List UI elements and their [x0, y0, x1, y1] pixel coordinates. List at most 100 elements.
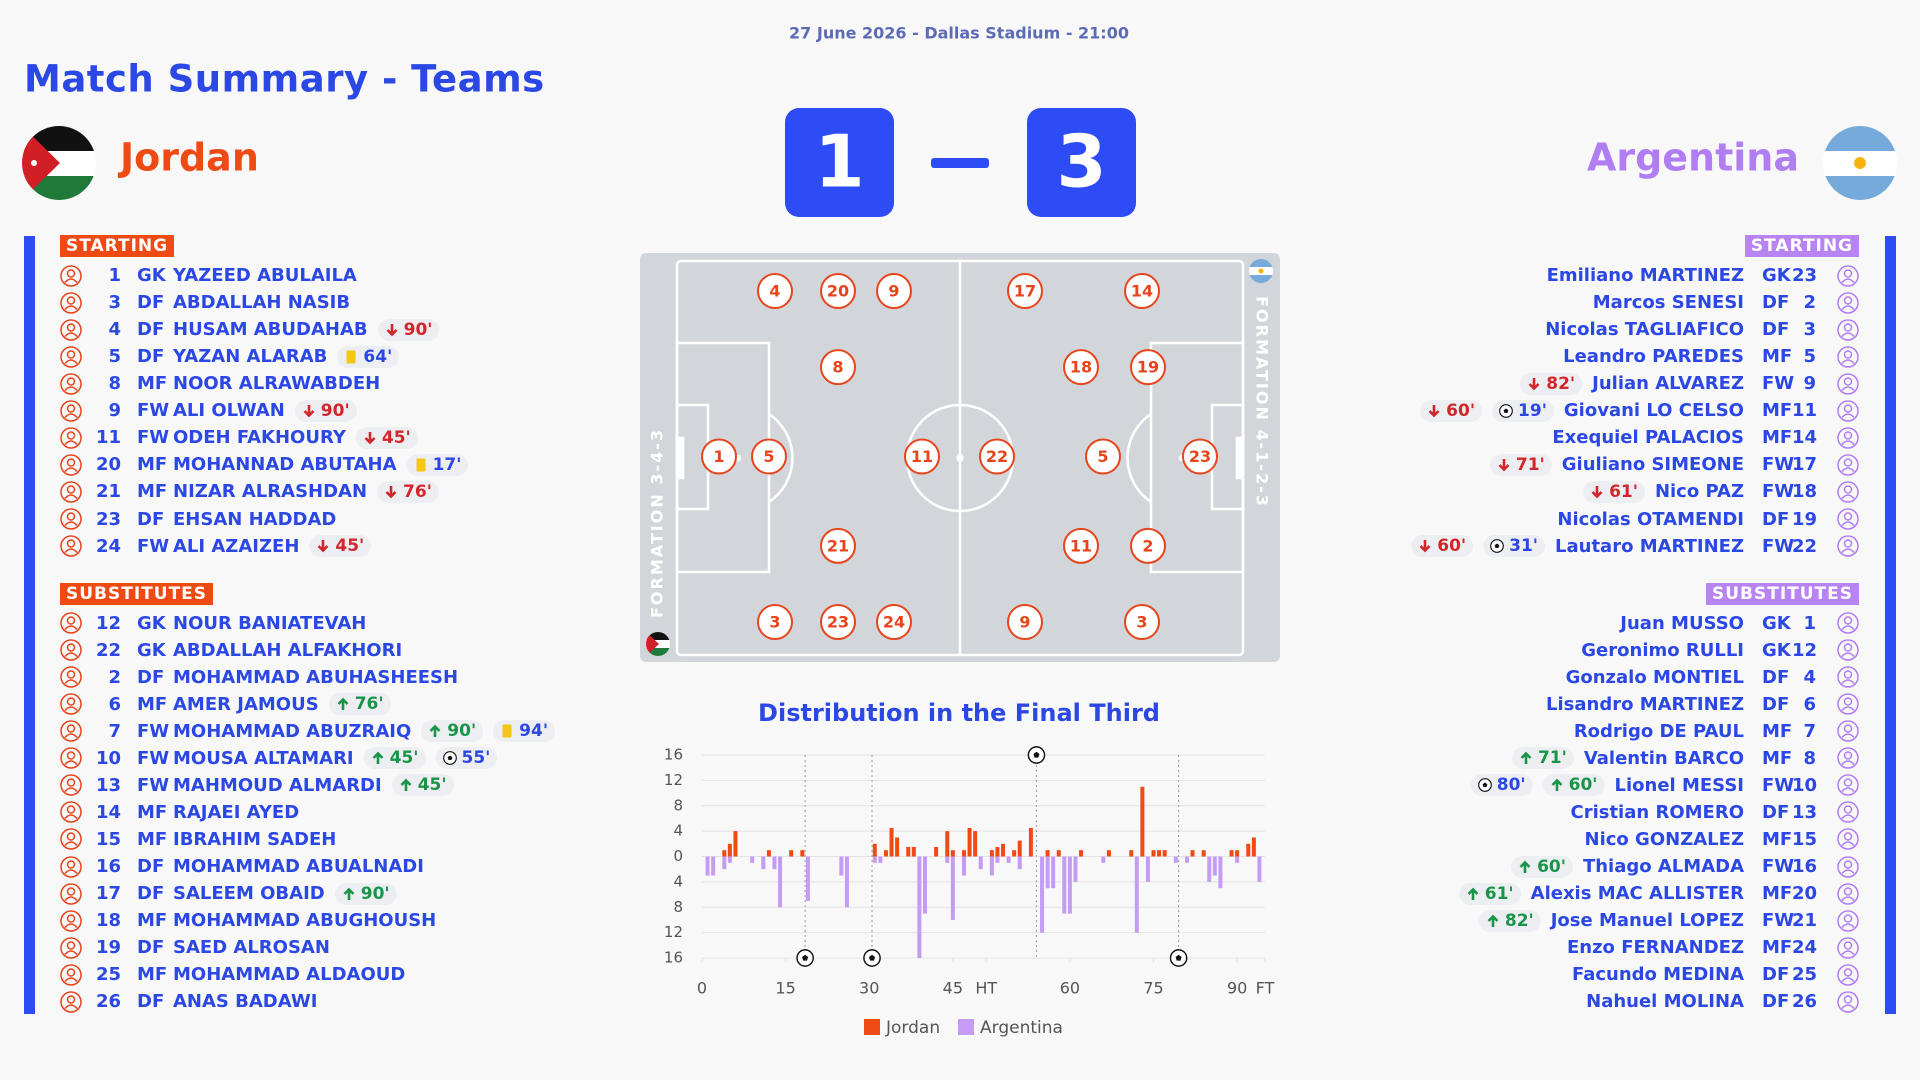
- shirt-number: 9: [108, 400, 121, 422]
- legend-label: Argentina: [980, 1018, 1063, 1038]
- player-name: Leandro PAREDES: [1563, 346, 1744, 368]
- player-icon: [1837, 964, 1859, 986]
- bar: [973, 831, 978, 857]
- circle: [66, 859, 76, 869]
- player-row: 11 FW ODEH FAKHOURY 45': [60, 425, 418, 451]
- shirt-number: 10: [95, 747, 121, 769]
- event-icon: [502, 724, 512, 738]
- player-name: Nico PAZ: [1654, 481, 1744, 503]
- goal-ball: [1169, 949, 1188, 967]
- bar: [1235, 850, 1240, 857]
- circle: [66, 376, 76, 386]
- circle: [60, 508, 82, 530]
- player-row: 82' Jose Manuel LOPEZ FW 21: [1478, 908, 1859, 934]
- player-row: Facundo MEDINA DF 25: [1572, 962, 1859, 988]
- circle: [1837, 964, 1859, 986]
- bar: [1062, 856, 1067, 914]
- bar: [1207, 856, 1212, 882]
- shirt-number: 22: [95, 639, 121, 661]
- player-row: Geronimo RULLI GK 12: [1581, 637, 1859, 663]
- player-row: 17 DF SALEEM OBAID 90': [60, 881, 397, 907]
- circle: [1843, 832, 1853, 842]
- path: [429, 724, 441, 738]
- circle: [1837, 747, 1859, 770]
- player-row: Enzo FERNANDEZ MF 24: [1567, 935, 1859, 961]
- player-icon: [1837, 801, 1859, 824]
- bar: [761, 856, 766, 870]
- bar: [1218, 856, 1223, 889]
- player-marker: [979, 438, 1015, 475]
- event-minute: 90': [360, 883, 390, 904]
- shirt-number: 21: [95, 481, 121, 503]
- position: MF: [137, 828, 168, 850]
- player-row: 16 DF MOHAMMAD ABUALNADI: [60, 854, 424, 880]
- circle: [66, 697, 76, 706]
- event-minute: 71': [1515, 454, 1545, 475]
- position: MF: [137, 910, 168, 932]
- y-tick-label: 16: [664, 746, 683, 764]
- path: [64, 841, 78, 847]
- event-out: 45': [309, 535, 372, 558]
- bar: [945, 856, 950, 863]
- path: [1841, 467, 1855, 472]
- path: [1841, 895, 1855, 901]
- path: [343, 887, 355, 900]
- player-icon: [60, 481, 82, 503]
- player-row: 25 MF MOHAMMAD ALDAOUD: [60, 962, 405, 988]
- circle: [60, 612, 82, 634]
- position: GK: [137, 639, 166, 661]
- player-name: YAZEED ABULAILA: [173, 265, 357, 286]
- position: FW: [137, 427, 170, 449]
- player-marker: [701, 438, 737, 475]
- bar: [978, 856, 983, 870]
- side-bar: [24, 236, 35, 1014]
- player-row: 60' 31' Lautaro MARTINEZ FW 22: [1411, 533, 1859, 559]
- player-row: 1 GK YAZEED ABULAILA: [60, 263, 357, 289]
- use: [1490, 539, 1505, 553]
- legend-swatch: [864, 1019, 880, 1035]
- player-icon: [1837, 666, 1859, 688]
- event-icon: [1428, 404, 1440, 418]
- player-marker-number: 8: [832, 358, 843, 377]
- player-row: 20 MF MOHANNAD ABUTAHA 17': [60, 452, 469, 478]
- event-in: 61': [1458, 882, 1521, 905]
- player-icon: [1837, 720, 1859, 742]
- position: DF: [137, 666, 165, 688]
- player-name: Lisandro MARTINEZ: [1546, 693, 1744, 715]
- player-row: 8 MF NOOR ALRAWABDEH: [60, 371, 380, 397]
- event-icon: [346, 350, 356, 364]
- event-minute: 71': [1537, 748, 1567, 769]
- event-minute: 82': [1546, 373, 1576, 394]
- section-badge: STARTING: [60, 235, 175, 257]
- player-marker-number: 9: [888, 282, 899, 301]
- path: [1841, 787, 1855, 793]
- circle: [60, 666, 82, 688]
- position: DF: [137, 508, 165, 530]
- legend-swatch: [958, 1019, 974, 1035]
- player-row: 61' Alexis MAC ALLISTER MF 20: [1458, 881, 1859, 907]
- player-name: Valentin BARCO: [1583, 747, 1744, 769]
- circle: [66, 778, 76, 788]
- circle: [1843, 968, 1853, 977]
- path: [1551, 779, 1563, 792]
- player-marker-number: 24: [883, 613, 905, 632]
- event-in: 60': [1542, 774, 1605, 797]
- away-formation: FORMATION 4-1-2-3: [1253, 296, 1272, 508]
- player-row: 19 DF SAED ALROSAN: [60, 935, 330, 961]
- y-tick-label: 4: [673, 822, 683, 840]
- shirt-number: 15: [1792, 828, 1818, 850]
- player-icon: [1837, 291, 1859, 314]
- shirt-number: 13: [95, 774, 121, 796]
- player-marker-number: 23: [1189, 447, 1211, 466]
- path: [364, 431, 376, 445]
- position: FW: [137, 535, 170, 557]
- shirt-number: 6: [108, 693, 121, 715]
- player-row: 60' Thiago ALMADA FW 16: [1511, 854, 1859, 880]
- event-icon: [337, 697, 349, 711]
- bar: [950, 850, 955, 857]
- path: [1841, 922, 1855, 928]
- circle: [60, 291, 82, 314]
- bar: [989, 850, 994, 857]
- event-minute: 64': [363, 346, 393, 367]
- bar: [1140, 786, 1145, 857]
